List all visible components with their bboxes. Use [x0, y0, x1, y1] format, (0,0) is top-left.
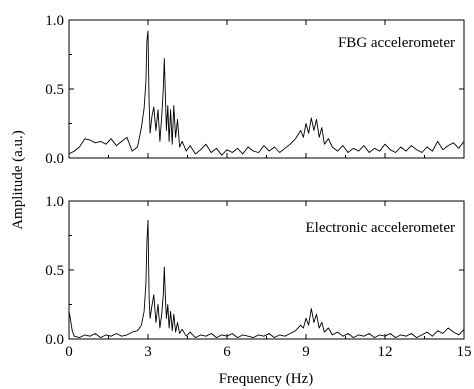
panel-fbg-x-ticks — [68, 20, 465, 158]
x-tick-label: 12 — [378, 344, 393, 360]
fbg-y-tick-label: 1.0 — [45, 13, 64, 29]
x-tick-label: 15 — [457, 344, 472, 360]
x-tick-label: 3 — [144, 344, 152, 360]
x-tick-label: 0 — [65, 344, 73, 360]
electronic-y-tick-label: 1.0 — [45, 194, 64, 210]
panel-fbg: FBG accelerometer 0.0 0.5 1.0 — [45, 13, 465, 167]
electronic-spectrum-line — [68, 219, 465, 339]
x-tick-label: 9 — [302, 344, 310, 360]
electronic-y-tick-label: 0.0 — [45, 332, 64, 348]
fbg-y-tick-label: 0.5 — [45, 82, 64, 98]
fbg-y-tick-label: 0.0 — [45, 151, 64, 167]
panel-electronic-x-axis: 0 3 6 9 12 15 — [65, 201, 472, 360]
x-tick-label: 6 — [223, 344, 231, 360]
fbg-spectrum-line — [68, 30, 465, 156]
panel-electronic: Electronic accelerometer 0.0 0.5 1.0 0 3 6 9 1… — [45, 194, 471, 360]
x-axis-title: Frequency (Hz) — [219, 371, 314, 387]
panel-fbg-y-axis: 0.0 0.5 1.0 — [45, 13, 464, 167]
panel-electronic-label: Electronic accelerometer — [306, 220, 455, 236]
electronic-y-tick-label: 0.5 — [45, 263, 64, 279]
panel-electronic-y-axis: 0.0 0.5 1.0 — [45, 194, 464, 348]
y-axis-title: Amplitude (a.u.) — [10, 130, 26, 230]
panel-fbg-label: FBG accelerometer — [338, 35, 455, 51]
